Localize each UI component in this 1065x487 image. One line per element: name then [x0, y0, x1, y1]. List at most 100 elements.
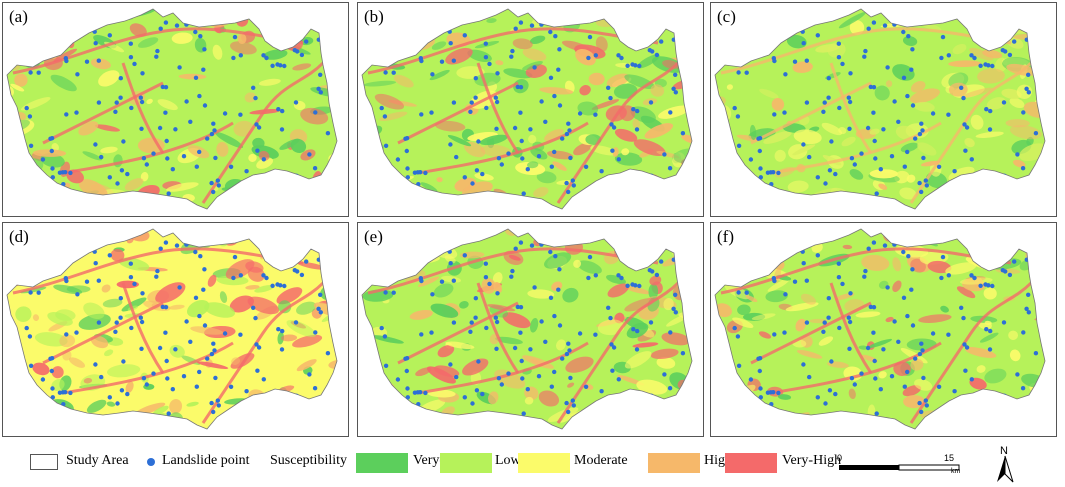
landslide-point	[496, 376, 502, 381]
landslide-point	[184, 99, 189, 104]
landslide-point	[862, 274, 867, 279]
landslide-point	[40, 377, 46, 382]
landslide-point	[976, 406, 981, 411]
landslide-point	[764, 16, 769, 22]
landslide-point	[910, 103, 916, 108]
landslide-point	[209, 400, 214, 406]
landslide-point	[974, 173, 979, 178]
landslide-point	[197, 369, 202, 375]
landslide-point	[995, 186, 1001, 191]
landslide-point	[63, 170, 68, 175]
landslide-point	[293, 100, 299, 105]
landslide-point	[32, 16, 37, 22]
landslide-point	[637, 283, 642, 289]
landslide-point	[963, 148, 968, 153]
landslide-point	[49, 368, 54, 374]
landslide-point	[654, 52, 660, 58]
landslide-point	[28, 143, 34, 148]
landslide-point	[906, 254, 911, 259]
landslide-point	[1001, 320, 1007, 325]
landslide-point	[759, 16, 764, 21]
landslide-point	[783, 292, 788, 297]
landslide-point	[862, 54, 867, 59]
landslide-point	[198, 34, 203, 39]
landslide-point	[837, 105, 842, 111]
landslide-point	[292, 268, 297, 273]
landslide-point	[564, 400, 569, 406]
landslide-point	[51, 192, 56, 197]
landslide-point	[529, 243, 535, 248]
landslide-point	[557, 267, 562, 272]
landslide-point	[567, 348, 572, 353]
landslide-point	[528, 347, 533, 352]
landslide-point	[393, 174, 399, 180]
landslide-point	[395, 157, 401, 162]
landslide-point	[387, 29, 392, 34]
landslide-point	[125, 391, 130, 397]
landslide-point	[815, 33, 820, 38]
landslide-point	[487, 61, 492, 67]
landslide-point	[383, 143, 389, 148]
panel-label: (f)	[717, 227, 734, 246]
landslide-point	[673, 72, 678, 78]
landslide-point	[946, 112, 951, 117]
landslide-point	[382, 334, 388, 339]
landslide-point	[494, 319, 500, 325]
landslide-point	[548, 249, 553, 255]
landslide-point	[978, 283, 983, 288]
landslide-point	[387, 236, 392, 242]
landslide-point	[901, 295, 907, 300]
landslide-point	[871, 85, 877, 90]
map-panel: (e)	[357, 222, 704, 437]
landslide-point	[765, 390, 771, 395]
landslide-point	[539, 319, 544, 324]
susceptibility-map	[6, 8, 338, 210]
landslide-point	[762, 193, 768, 199]
landslide-point	[1026, 72, 1031, 78]
landslide-point	[1015, 152, 1020, 157]
landslide-point	[671, 306, 676, 311]
landslide-point	[238, 332, 243, 337]
landslide-point	[139, 319, 145, 325]
landslide-point	[419, 332, 424, 337]
landslide-point	[484, 325, 489, 331]
landslide-point	[1000, 268, 1005, 273]
landslide-point	[157, 125, 163, 131]
landslide-point	[518, 240, 524, 245]
landslide-point	[38, 394, 44, 400]
landslide-point	[764, 236, 769, 242]
landslide-point	[840, 61, 845, 67]
landslide-point	[139, 126, 144, 131]
landslide-point	[379, 325, 384, 331]
landslide-point	[808, 197, 814, 202]
landslide-point	[469, 320, 474, 325]
landslide-point	[451, 58, 456, 63]
landslide-point	[96, 58, 102, 63]
landslide-point	[64, 112, 69, 117]
landslide-point	[280, 108, 285, 114]
landslide-point	[253, 95, 258, 101]
landslide-point	[668, 330, 673, 335]
landslide-point	[209, 131, 215, 137]
landslide-point	[568, 155, 573, 161]
landslide-point	[113, 109, 118, 115]
landslide-point	[429, 330, 434, 335]
landslide-point	[100, 417, 106, 422]
landslide-point	[807, 374, 812, 380]
landslide-point	[986, 283, 991, 288]
landslide-point	[462, 175, 467, 180]
landslide-point	[114, 320, 119, 325]
landslide-point	[836, 55, 842, 60]
landslide-point	[801, 142, 806, 147]
landslide-point	[173, 127, 178, 132]
landslide-point	[520, 156, 525, 161]
landslide-point	[885, 65, 890, 70]
landslide-point	[560, 356, 565, 361]
landslide-point	[829, 139, 834, 144]
landslide-point	[154, 274, 159, 279]
landslide-point	[163, 240, 169, 245]
landslide-point	[238, 112, 243, 117]
landslide-point	[107, 33, 113, 38]
landslide-point	[468, 109, 473, 115]
landslide-point	[536, 154, 542, 159]
